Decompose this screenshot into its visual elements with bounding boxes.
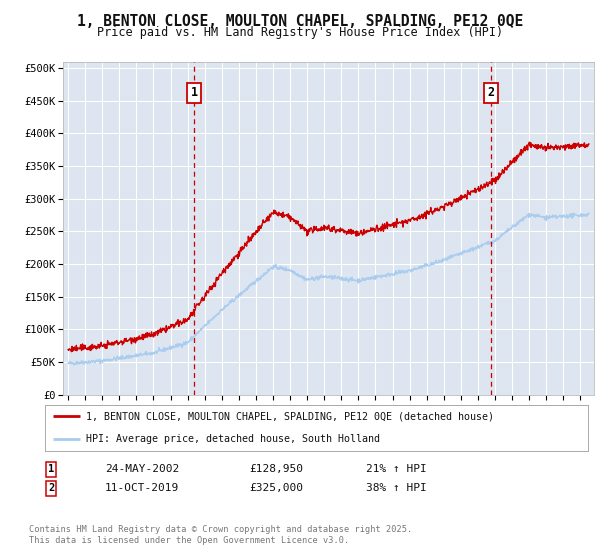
- Text: HPI: Average price, detached house, South Holland: HPI: Average price, detached house, Sout…: [86, 435, 380, 444]
- Text: Contains HM Land Registry data © Crown copyright and database right 2025.
This d: Contains HM Land Registry data © Crown c…: [29, 525, 412, 545]
- Text: 24-MAY-2002: 24-MAY-2002: [105, 464, 179, 474]
- Text: £128,950: £128,950: [249, 464, 303, 474]
- Text: 38% ↑ HPI: 38% ↑ HPI: [366, 483, 427, 493]
- Text: £325,000: £325,000: [249, 483, 303, 493]
- Text: 1: 1: [48, 464, 54, 474]
- Text: 2: 2: [48, 483, 54, 493]
- Text: Price paid vs. HM Land Registry's House Price Index (HPI): Price paid vs. HM Land Registry's House …: [97, 26, 503, 39]
- Text: 1: 1: [191, 86, 198, 100]
- Text: 1, BENTON CLOSE, MOULTON CHAPEL, SPALDING, PE12 0QE: 1, BENTON CLOSE, MOULTON CHAPEL, SPALDIN…: [77, 14, 523, 29]
- Text: 1, BENTON CLOSE, MOULTON CHAPEL, SPALDING, PE12 0QE (detached house): 1, BENTON CLOSE, MOULTON CHAPEL, SPALDIN…: [86, 412, 494, 421]
- Text: 11-OCT-2019: 11-OCT-2019: [105, 483, 179, 493]
- Text: 21% ↑ HPI: 21% ↑ HPI: [366, 464, 427, 474]
- Text: 2: 2: [488, 86, 495, 100]
